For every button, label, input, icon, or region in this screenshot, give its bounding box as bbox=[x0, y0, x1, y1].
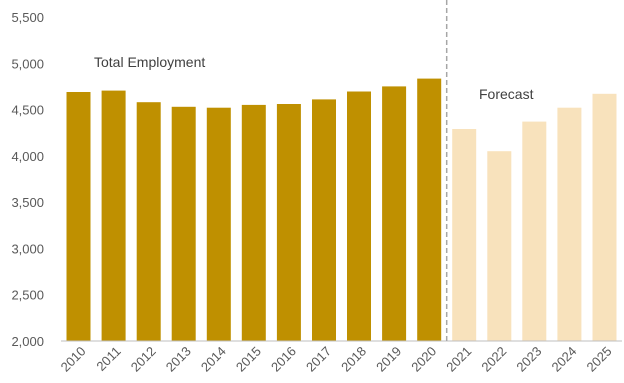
historical-bar bbox=[206, 107, 231, 341]
x-tick-label: 2025 bbox=[584, 344, 615, 375]
x-tick-label: 2020 bbox=[408, 344, 439, 375]
historical-bar bbox=[347, 91, 371, 341]
historical-bar bbox=[312, 99, 336, 342]
y-tick-label: 3,000 bbox=[11, 241, 44, 256]
forecast-bar bbox=[522, 121, 547, 341]
x-tick-label: 2014 bbox=[198, 344, 229, 375]
x-tick-label: 2010 bbox=[58, 344, 89, 375]
historical-bar bbox=[101, 90, 126, 341]
historical-bar bbox=[171, 106, 196, 341]
x-tick-label: 2023 bbox=[513, 344, 544, 375]
forecast-bar bbox=[487, 151, 512, 341]
y-tick-label: 5,000 bbox=[11, 56, 44, 71]
y-tick-label: 5,500 bbox=[11, 10, 44, 25]
x-tick-label: 2019 bbox=[373, 344, 404, 375]
y-tick-label: 2,000 bbox=[11, 334, 44, 349]
historical-bar bbox=[417, 78, 442, 341]
x-tick-label: 2021 bbox=[443, 344, 474, 375]
x-tick-label: 2022 bbox=[478, 344, 509, 375]
x-tick-label: 2018 bbox=[338, 344, 369, 375]
x-tick-label: 2017 bbox=[303, 344, 334, 375]
x-axis: 2010 2011 2012 2013 2014 2015 2016 2017 2018 2019… bbox=[58, 340, 622, 375]
y-tick-label: 4,000 bbox=[11, 149, 44, 164]
total-employment-annotation: Total Employment bbox=[94, 54, 205, 70]
y-tick-label: 2,500 bbox=[11, 288, 44, 303]
historical-bar bbox=[136, 102, 161, 341]
forecast-bar bbox=[557, 107, 582, 341]
historical-bar bbox=[66, 92, 91, 341]
historical-bar bbox=[241, 104, 266, 342]
x-tick-label: 2016 bbox=[268, 344, 299, 375]
historical-bar bbox=[276, 104, 301, 341]
x-tick-label: 2015 bbox=[233, 344, 264, 375]
y-tick-label: 4,500 bbox=[11, 103, 44, 118]
y-tick-label: 3,500 bbox=[11, 195, 44, 210]
x-tick-label: 2024 bbox=[548, 344, 579, 375]
forecast-bar bbox=[592, 93, 617, 341]
bars-group bbox=[66, 78, 617, 342]
historical-bar bbox=[382, 86, 407, 342]
forecast-bar bbox=[452, 129, 477, 341]
y-axis: 2,000 2,500 3,000 3,500 4,000 4,500 5,000 5,500 bbox=[11, 10, 44, 349]
x-tick-label: 2012 bbox=[128, 344, 159, 375]
x-tick-label: 2013 bbox=[163, 344, 194, 375]
x-tick-label: 2011 bbox=[93, 344, 123, 374]
forecast-annotation: Forecast bbox=[479, 86, 534, 102]
